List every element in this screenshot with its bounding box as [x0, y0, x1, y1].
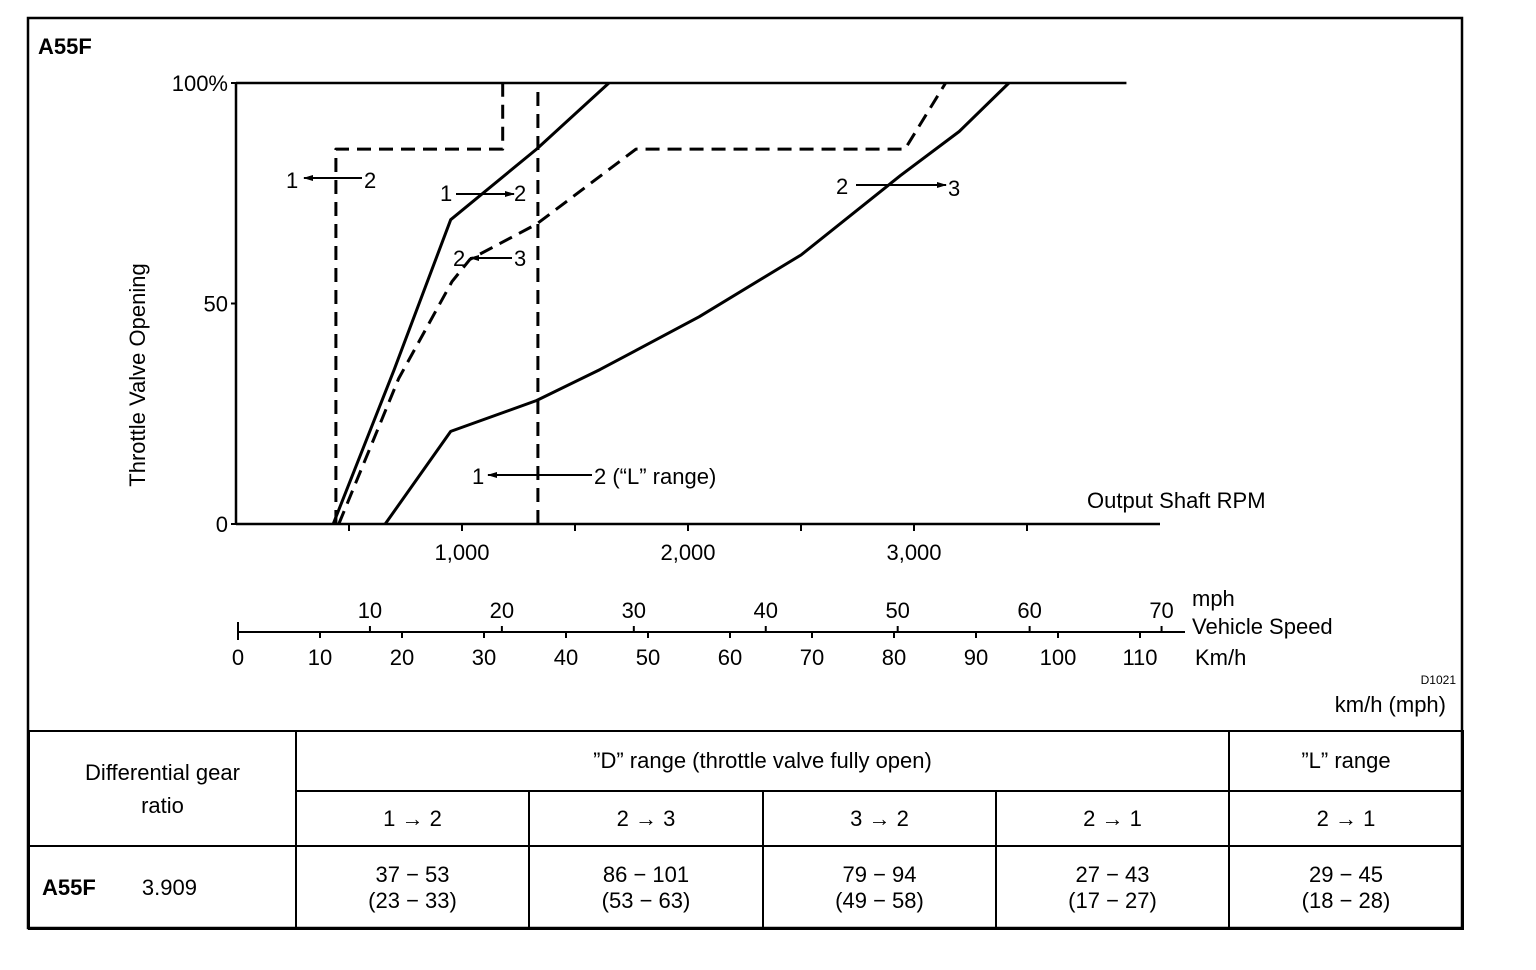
annotation-to: 2: [364, 168, 376, 193]
shift-cell: 27 − 43 (17 − 27): [995, 845, 1230, 930]
x-tick-label: 2,000: [660, 540, 715, 565]
kmh-tick-label: 110: [1122, 645, 1157, 670]
model-ratio-cell: A55F 3.909: [28, 845, 297, 930]
mph-range: (17 − 27): [1068, 887, 1157, 913]
vehicle-speed-label: Vehicle Speed: [1192, 614, 1333, 639]
mph-tick-label: 70: [1149, 598, 1173, 623]
x-tick-label: 1,000: [434, 540, 489, 565]
mph-range: (53 − 63): [601, 887, 691, 913]
shift-header: 2 → 1: [1228, 790, 1464, 847]
shift-cell: 37 − 53 (23 − 33): [295, 845, 530, 930]
annotation-to: 2: [514, 181, 526, 206]
kmh-tick-label: 70: [800, 645, 824, 670]
y-axis-label: Throttle Valve Opening: [125, 263, 150, 486]
kmh-range: 79 − 94: [842, 861, 917, 887]
annotation-1-2-upshift: 1 2: [440, 181, 526, 206]
shift-point-table: Differential gear ratio ”D” range (throt…: [28, 730, 1464, 930]
annotation-from: 2: [836, 174, 848, 199]
mph-unit-label: mph: [1192, 586, 1235, 611]
shift-header: 2 → 1: [995, 790, 1230, 847]
annotation-2-3-upshift: 2 3: [836, 174, 960, 201]
kmh-tick-label: 90: [964, 645, 988, 670]
y-tick-label: 50: [204, 292, 228, 317]
kmh-range: 27 − 43: [1075, 861, 1150, 887]
mph-tick-label: 20: [490, 598, 514, 623]
mph-tick-label: 60: [1017, 598, 1041, 623]
header-d-range: ”D” range (throttle valve fully open): [295, 730, 1230, 792]
annotation-to: 3: [948, 176, 960, 201]
header-l-range: ”L” range: [1228, 730, 1464, 792]
axes: 100% 50 0 1,000 2,000 3,000: [172, 71, 1160, 565]
kmh-range: 86 − 101: [602, 861, 690, 887]
kmh-tick-label: 80: [882, 645, 906, 670]
mph-tick-label: 40: [754, 598, 778, 623]
annotation-from: 1: [440, 181, 452, 206]
annotation-from: 1: [286, 168, 298, 193]
units-note: km/h (mph): [1335, 692, 1446, 717]
kmh-tick-label: 60: [718, 645, 742, 670]
table-row: A55F 3.909 37 − 53 (23 − 33) 86 − 101 (53 …: [28, 845, 1464, 930]
series-line-1-2-upshift: [331, 81, 610, 525]
mph-tick-label: 30: [622, 598, 646, 623]
row-ratio: 3.909: [141, 874, 197, 900]
kmh-tick-label: 0: [232, 645, 244, 670]
mph-range: (49 − 58): [835, 887, 924, 913]
annotation-2-3-downshift: 2 2 3: [453, 246, 526, 271]
vehicle-speed-axis: 0 10 20 30 40 50 60 70 80 90 100 110 10 20 30 40 50 60 70: [232, 598, 1185, 670]
mph-range: (18 − 28): [1301, 887, 1391, 913]
annotation-to: 3: [514, 246, 526, 271]
series-line-3-2-downshift: [337, 82, 947, 525]
annotation-to: 2 (“L” range): [594, 464, 716, 489]
annotation-1-2-l-range: 1 2 (“L” range): [472, 464, 716, 489]
row-model: A55F: [42, 874, 96, 900]
shift-cell: 29 − 45 (18 − 28): [1228, 845, 1464, 930]
kmh-tick-label: 30: [472, 645, 496, 670]
shift-cell: 86 − 101 (53 − 63): [528, 845, 764, 930]
kmh-unit-label: Km/h: [1195, 645, 1246, 670]
header-ratio: Differential gear ratio: [28, 730, 297, 847]
model-label: A55F: [38, 34, 92, 59]
y-tick-label: 0: [216, 512, 228, 537]
x-tick-label: 3,000: [886, 540, 941, 565]
series-line-2-1-downshift: [334, 83, 505, 524]
kmh-tick-label: 100: [1040, 645, 1077, 670]
kmh-tick-label: 40: [554, 645, 578, 670]
series-group: [331, 81, 1010, 525]
kmh-range: 37 − 53: [375, 861, 450, 887]
mph-tick-label: 50: [885, 598, 909, 623]
x-axis-label: Output Shaft RPM: [1087, 488, 1266, 513]
shift-cell: 79 − 94 (49 − 58): [762, 845, 997, 930]
kmh-tick-label: 20: [390, 645, 414, 670]
y-tick-label: 100%: [172, 71, 228, 96]
annotation-from: 1: [472, 464, 484, 489]
annotation-1-2-downshift: 1 2: [286, 168, 376, 193]
mph-tick-label: 10: [358, 598, 382, 623]
kmh-tick-label: 10: [308, 645, 332, 670]
kmh-tick-label: 50: [636, 645, 660, 670]
shift-header: 3 → 2: [762, 790, 997, 847]
annotation-from: 2: [453, 246, 465, 271]
mph-range: (23 − 33): [368, 887, 457, 913]
series-line-2-3-upshift: [383, 81, 1010, 525]
shift-header: 2 → 3: [528, 790, 764, 847]
kmh-range: 29 − 45: [1308, 861, 1383, 887]
shift-header: 1 → 2: [295, 790, 530, 847]
figure-code: D1021: [1421, 673, 1457, 687]
